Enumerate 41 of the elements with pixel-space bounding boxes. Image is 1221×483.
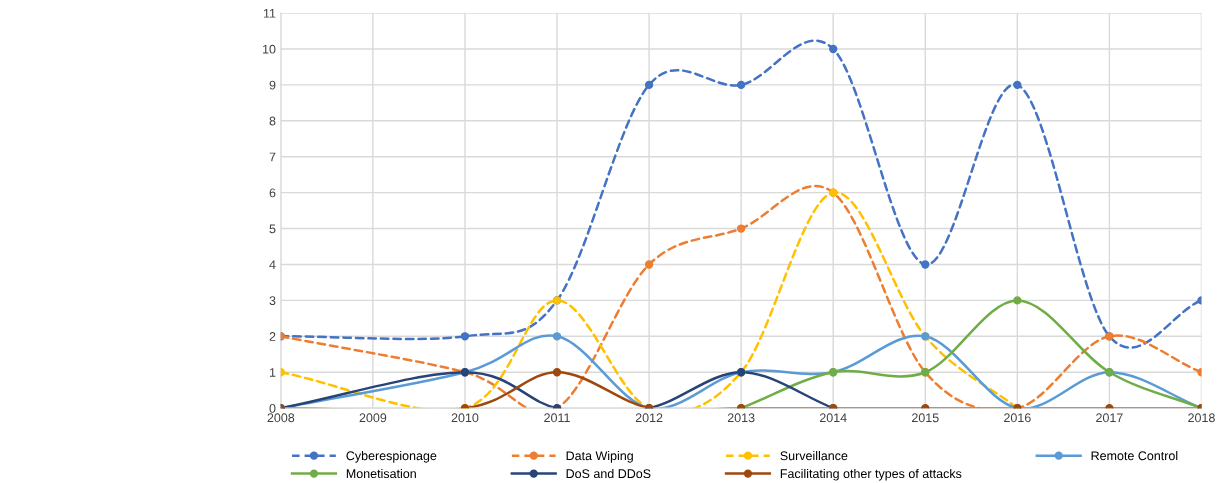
point bbox=[1013, 296, 1022, 305]
x-tick-label: 2011 bbox=[544, 413, 570, 423]
legend-label: Cyberespionage bbox=[346, 450, 437, 463]
y-tick-label: 3 bbox=[269, 296, 276, 306]
x-tick-label: 2010 bbox=[451, 413, 479, 423]
y-tick-label: 2 bbox=[269, 332, 276, 341]
point bbox=[921, 260, 930, 269]
point bbox=[460, 332, 470, 341]
legend-label: Monetisation bbox=[346, 468, 416, 479]
point bbox=[736, 224, 746, 233]
legend-label: Surveillance bbox=[780, 450, 848, 461]
y-tick-label: 9 bbox=[269, 80, 276, 90]
point bbox=[829, 44, 838, 54]
y-tick-label: 4 bbox=[269, 260, 276, 269]
x-tick-label: 2009 bbox=[359, 413, 387, 423]
x-tick-label: 2008 bbox=[267, 413, 295, 423]
y-tick-label: 0 bbox=[269, 403, 276, 413]
point bbox=[644, 80, 654, 90]
y-tick-label: 7 bbox=[269, 152, 276, 162]
x-tick-label: 2014 bbox=[819, 413, 847, 423]
point bbox=[552, 368, 562, 377]
point bbox=[644, 260, 654, 269]
y-tick-label: 8 bbox=[269, 116, 276, 126]
y-tick-label: 11 bbox=[263, 8, 276, 18]
point bbox=[736, 80, 746, 90]
x-tick-label: 2013 bbox=[727, 413, 755, 423]
y-tick-label: 1 bbox=[269, 368, 276, 377]
legend-label: Facilitating other types of attacks bbox=[780, 468, 962, 481]
y-tick-label: 6 bbox=[269, 188, 276, 198]
x-tick-label: 2018 bbox=[1188, 413, 1215, 423]
legend-label: Remote Control bbox=[1091, 450, 1178, 461]
x-tick-label: 2017 bbox=[1096, 413, 1123, 423]
y-tick-label: 10 bbox=[263, 44, 276, 54]
legend-label: Data Wiping bbox=[566, 450, 633, 463]
legend-label: DoS and DDoS bbox=[566, 468, 651, 479]
x-tick-label: 2012 bbox=[635, 413, 663, 423]
y-tick-label: 5 bbox=[269, 224, 276, 234]
x-tick-label: 2016 bbox=[1004, 413, 1031, 423]
point bbox=[1013, 80, 1022, 90]
point bbox=[552, 332, 562, 341]
x-tick-label: 2015 bbox=[912, 413, 939, 423]
